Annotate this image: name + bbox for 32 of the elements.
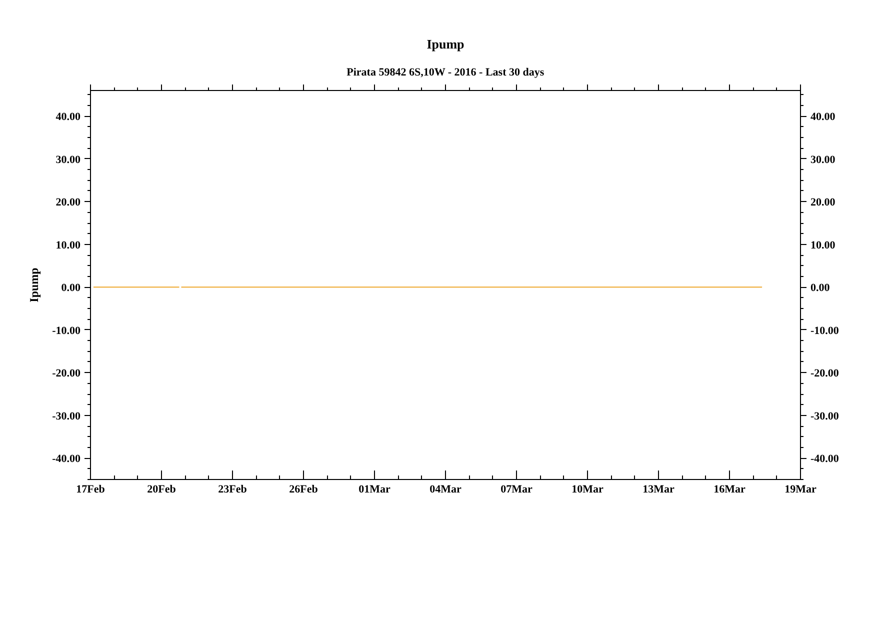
y2-tick-label: 0.00 [810,282,830,294]
y2-tick-label: 20.00 [810,196,836,209]
y-tick-label: -20.00 [52,368,81,380]
x-tick-label: 16Mar [714,484,746,496]
chart-title: Ipump [426,36,464,52]
x-tick-label: 10Mar [572,484,604,496]
x-tick-label: 07Mar [500,484,532,496]
y2-tick-label: 10.00 [810,239,836,252]
y-axis-title: Ipump [27,267,42,302]
y-tick-label: 10.00 [56,239,81,252]
x-tick-label: 26Feb [289,484,318,496]
x-tick-label: 01Mar [358,484,390,496]
y-tick-label: -40.00 [52,453,81,466]
chart-subtitle: Pirata 59842 6S,10W - 2016 - Last 30 days [346,66,545,78]
y2-tick-label: 40.00 [810,111,836,124]
x-tick-label: 19Mar [784,484,816,496]
y2-tick-label: -30.00 [810,410,840,422]
y2-tick-label: -40.00 [810,453,840,466]
x-tick-label: 20Feb [147,484,176,496]
x-tick-label: 17Feb [76,484,105,496]
y2-tick-label: 30.00 [810,154,836,166]
y-tick-label: -30.00 [52,410,81,422]
y-tick-label: 20.00 [56,196,81,209]
y-tick-label: 30.00 [56,154,81,166]
y-tick-label: 40.00 [56,111,81,124]
x-tick-label: 04Mar [430,484,462,496]
y-tick-label: -10.00 [52,324,81,337]
y2-tick-label: -10.00 [810,324,840,337]
x-tick-label: 23Feb [218,484,247,496]
y2-tick-label: -20.00 [810,368,840,380]
x-tick-label: 13Mar [642,484,674,496]
y-tick-label: 0.00 [61,282,81,294]
